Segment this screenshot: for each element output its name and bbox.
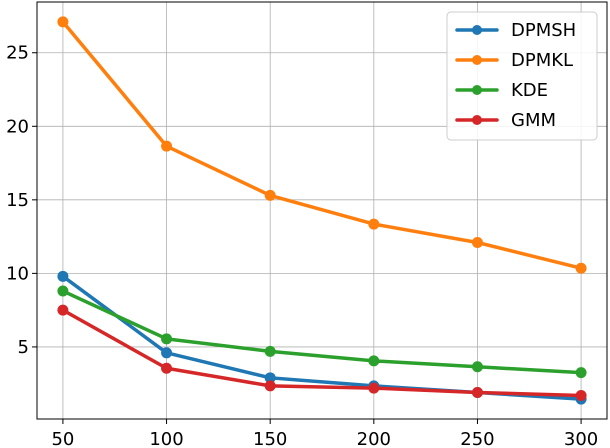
x-tick-label: 200 (357, 429, 391, 448)
data-point (161, 362, 173, 374)
x-tick-label: 250 (460, 429, 494, 448)
series-layer (57, 16, 587, 405)
series-kde (57, 285, 587, 379)
legend: DPMSH DPMKL KDE GMM (446, 11, 598, 141)
data-point (57, 285, 69, 297)
series-line (61, 289, 583, 375)
legend-box (446, 11, 598, 141)
legend-label: GMM (511, 110, 556, 131)
series-line (61, 20, 583, 270)
legend-item: DPMSH (455, 20, 576, 41)
data-point (575, 367, 587, 379)
plot-frame (36, 1, 608, 420)
data-point (161, 140, 173, 152)
data-point (575, 389, 587, 401)
x-tick-label: 300 (564, 429, 598, 448)
y-tick-label: 5 (18, 337, 29, 358)
legend-marker (472, 55, 482, 65)
y-tick-label: 15 (6, 190, 29, 211)
data-point (575, 262, 587, 274)
y-tick-label: 20 (6, 116, 29, 137)
series-dpmsh (57, 270, 587, 405)
series-gmm (57, 304, 587, 401)
data-point (471, 361, 483, 373)
series-dpmkl (57, 16, 587, 274)
data-point (368, 355, 380, 367)
legend-item: GMM (455, 110, 556, 131)
data-point (471, 387, 483, 399)
legend-label: KDE (511, 80, 548, 101)
data-point (264, 189, 276, 201)
data-point (264, 380, 276, 392)
data-point (57, 304, 69, 316)
legend-label: DPMKL (511, 50, 573, 71)
y-tick-label: 25 (6, 43, 29, 64)
legend-item: KDE (455, 80, 548, 101)
data-point (368, 218, 380, 230)
legend-marker (472, 115, 482, 125)
series-line (61, 274, 583, 401)
x-tick-label: 150 (253, 429, 287, 448)
data-point (57, 270, 69, 282)
legend-marker (472, 85, 482, 95)
x-tick-label: 100 (149, 429, 183, 448)
data-point (57, 16, 69, 28)
data-point (161, 333, 173, 345)
data-point (264, 345, 276, 357)
legend-label: DPMSH (511, 20, 576, 41)
legend-item: DPMKL (455, 50, 573, 71)
legend-marker (472, 25, 482, 35)
y-tick-label: 10 (6, 263, 29, 284)
axes-layer: 50 100 150 200 250 300 5 10 15 20 25 (6, 1, 608, 448)
series-line (61, 308, 583, 398)
data-point (368, 382, 380, 394)
x-tick-label: 50 (51, 429, 74, 448)
data-point (161, 347, 173, 359)
data-point (471, 236, 483, 248)
